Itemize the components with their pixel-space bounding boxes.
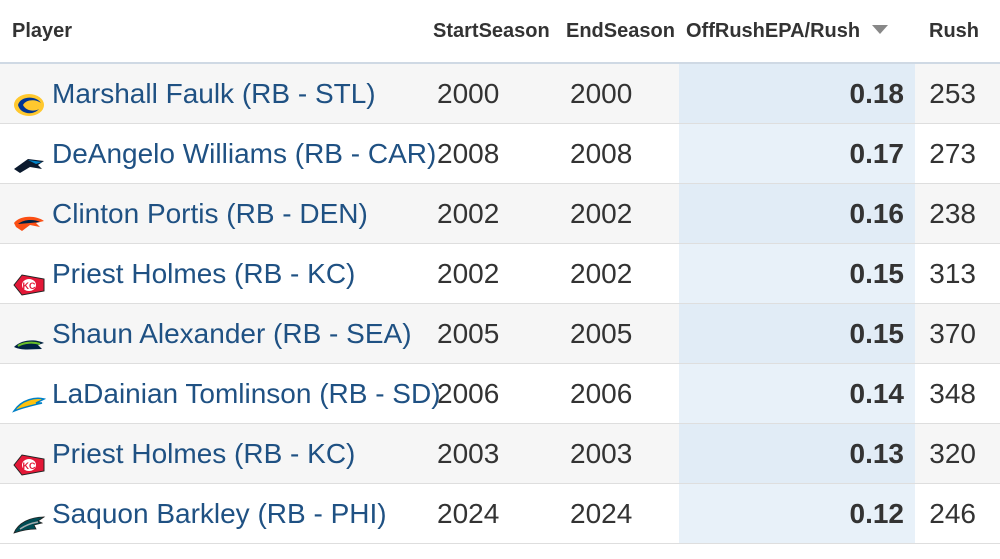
rush-cell: 313 xyxy=(929,258,976,289)
chiefs-logo-icon: KC xyxy=(12,440,46,476)
player-link[interactable]: Shaun Alexander (RB - SEA) xyxy=(52,318,412,349)
rush-cell: 320 xyxy=(929,438,976,469)
end-season-cell: 2005 xyxy=(570,318,633,349)
player-cell: KC Priest Holmes (RB - KC) xyxy=(12,424,355,483)
sorted-column-highlight xyxy=(679,184,915,243)
epa-cell: 0.13 xyxy=(849,438,905,469)
rush-cell: 246 xyxy=(929,498,976,529)
end-season-cell: 2008 xyxy=(570,138,633,169)
table-body: Marshall Faulk (RB - STL) 2000 2000 0.18… xyxy=(0,64,1000,544)
table-row: KC Priest Holmes (RB - KC) 2003 2003 0.1… xyxy=(0,424,1000,484)
header-divider xyxy=(0,62,1000,64)
svg-text:KC: KC xyxy=(23,281,36,291)
table-header: Player StartSeason EndSeason OffRushEPA/… xyxy=(0,0,1000,62)
eagles-logo-icon xyxy=(12,500,46,534)
broncos-logo-icon xyxy=(12,200,46,231)
epa-cell: 0.17 xyxy=(849,138,905,169)
start-season-cell: 2000 xyxy=(437,78,500,109)
rams-logo-icon xyxy=(12,80,46,116)
table-row: KC Priest Holmes (RB - KC) 2002 2002 0.1… xyxy=(0,244,1000,304)
sort-descending-icon[interactable] xyxy=(872,25,889,35)
end-season-cell: 2006 xyxy=(570,378,633,409)
player-cell: DeAngelo Williams (RB - CAR) xyxy=(12,124,436,183)
player-cell: Marshall Faulk (RB - STL) xyxy=(12,64,376,123)
player-link[interactable]: Saquon Barkley (RB - PHI) xyxy=(52,498,387,529)
player-link[interactable]: Clinton Portis (RB - DEN) xyxy=(52,198,368,229)
table-row: Marshall Faulk (RB - STL) 2000 2000 0.18… xyxy=(0,64,1000,124)
sorted-column-highlight xyxy=(679,364,915,423)
seahawks-logo-icon xyxy=(12,320,46,349)
end-season-cell: 2002 xyxy=(570,198,633,229)
sorted-column-highlight xyxy=(679,244,915,303)
end-season-cell: 2000 xyxy=(570,78,633,109)
player-cell: Shaun Alexander (RB - SEA) xyxy=(12,304,412,363)
epa-cell: 0.15 xyxy=(849,318,905,349)
rush-cell: 348 xyxy=(929,378,976,409)
end-season-cell: 2003 xyxy=(570,438,633,469)
start-season-cell: 2006 xyxy=(437,378,500,409)
epa-cell: 0.18 xyxy=(849,78,905,109)
start-season-cell: 2002 xyxy=(437,258,500,289)
table-row: DeAngelo Williams (RB - CAR) 2008 2008 0… xyxy=(0,124,1000,184)
player-link[interactable]: DeAngelo Williams (RB - CAR) xyxy=(52,138,437,169)
column-header-start-season[interactable]: StartSeason xyxy=(433,20,550,42)
table-row: Shaun Alexander (RB - SEA) 2005 2005 0.1… xyxy=(0,304,1000,364)
chargers-logo-icon xyxy=(12,380,47,413)
epa-cell: 0.15 xyxy=(849,258,905,289)
player-cell: Clinton Portis (RB - DEN) xyxy=(12,184,368,243)
sorted-column-highlight xyxy=(679,484,915,543)
start-season-cell: 2024 xyxy=(437,498,500,529)
column-header-epa[interactable]: OffRushEPA/Rush xyxy=(686,0,889,62)
column-header-player[interactable]: Player xyxy=(12,20,73,42)
start-season-cell: 2002 xyxy=(437,198,500,229)
sorted-column-highlight xyxy=(679,304,915,363)
panthers-logo-icon xyxy=(12,140,46,173)
sorted-column-highlight xyxy=(679,124,915,183)
rush-cell: 273 xyxy=(929,138,976,169)
epa-cell: 0.14 xyxy=(849,378,905,409)
sorted-column-highlight xyxy=(679,64,915,123)
player-cell: Saquon Barkley (RB - PHI) xyxy=(12,484,387,543)
rush-cell: 370 xyxy=(929,318,976,349)
table-row: Saquon Barkley (RB - PHI) 2024 2024 0.12… xyxy=(0,484,1000,544)
chiefs-logo-icon: KC xyxy=(12,260,46,296)
column-header-end-season[interactable]: EndSeason xyxy=(566,20,675,42)
sorted-column-highlight xyxy=(679,424,915,483)
table-row: LaDainian Tomlinson (RB - SD) 2006 2006 … xyxy=(0,364,1000,424)
epa-cell: 0.16 xyxy=(849,198,905,229)
player-link[interactable]: LaDainian Tomlinson (RB - SD) xyxy=(52,378,441,409)
table-row: Clinton Portis (RB - DEN) 2002 2002 0.16… xyxy=(0,184,1000,244)
column-header-rush[interactable]: Rush xyxy=(929,20,979,42)
rush-cell: 238 xyxy=(929,198,976,229)
start-season-cell: 2008 xyxy=(437,138,500,169)
svg-text:KC: KC xyxy=(23,461,36,471)
end-season-cell: 2024 xyxy=(570,498,633,529)
player-cell: LaDainian Tomlinson (RB - SD) xyxy=(12,364,441,423)
end-season-cell: 2002 xyxy=(570,258,633,289)
player-link[interactable]: Priest Holmes (RB - KC) xyxy=(52,438,356,469)
player-link[interactable]: Priest Holmes (RB - KC) xyxy=(52,258,356,289)
player-link[interactable]: Marshall Faulk (RB - STL) xyxy=(52,78,376,109)
rush-cell: 253 xyxy=(929,78,976,109)
epa-cell: 0.12 xyxy=(849,498,905,529)
column-header-epa-label: OffRushEPA/Rush xyxy=(686,20,861,42)
start-season-cell: 2003 xyxy=(437,438,500,469)
player-cell: KC Priest Holmes (RB - KC) xyxy=(12,244,355,303)
start-season-cell: 2005 xyxy=(437,318,500,349)
